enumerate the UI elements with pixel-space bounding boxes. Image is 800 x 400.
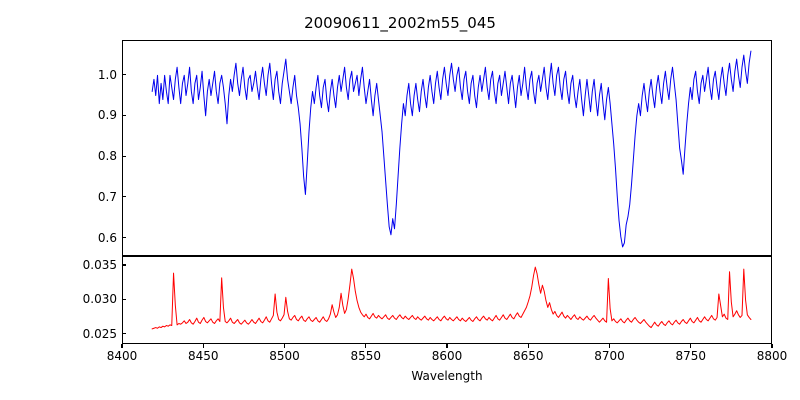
spectrum-polyline xyxy=(152,51,751,247)
tick-mark xyxy=(122,264,126,266)
tick-label: 8600 xyxy=(431,349,463,363)
tick-mark xyxy=(122,196,126,198)
tick-label: 1.0 xyxy=(97,67,117,82)
tick-label: 8750 xyxy=(675,349,707,363)
tick-mark xyxy=(121,344,123,348)
tick-mark xyxy=(202,344,204,348)
tick-label: 0.7 xyxy=(97,189,117,204)
figure-title: 20090611_2002m55_045 xyxy=(304,14,496,32)
x-axis-label: Wavelength xyxy=(411,369,483,383)
tick-label: 8800 xyxy=(756,349,788,363)
tick-mark xyxy=(690,344,692,348)
tick-mark xyxy=(122,74,126,76)
tick-mark xyxy=(283,344,286,348)
tick-mark xyxy=(122,155,126,157)
tick-mark xyxy=(527,344,529,348)
tick-label: 8550 xyxy=(350,349,382,363)
tick-label: 8500 xyxy=(269,349,300,363)
spectrum-line-series xyxy=(123,41,771,255)
tick-label: 0.9 xyxy=(97,108,117,123)
tick-mark xyxy=(771,344,773,348)
tick-label: 0.8 xyxy=(97,149,117,164)
tick-label: 0.025 xyxy=(82,326,117,341)
error-y-axis-ticks: 0.025 0.030 0.035 xyxy=(0,256,126,344)
tick-label: 0.6 xyxy=(97,230,117,245)
tick-label: 8650 xyxy=(512,349,544,363)
tick-label: 8700 xyxy=(594,349,625,363)
tick-label: 8400 xyxy=(106,349,138,363)
tick-label: 8450 xyxy=(187,349,219,363)
tick-mark xyxy=(122,333,126,335)
tick-label: 0.035 xyxy=(82,257,117,272)
tick-mark xyxy=(122,237,126,239)
tick-mark xyxy=(446,344,448,348)
tick-label: 0.030 xyxy=(82,292,117,307)
spectrum-plot-area xyxy=(122,40,772,256)
tick-mark xyxy=(365,344,367,348)
spectrum-y-axis-ticks: 0.6 0.7 0.8 0.9 1.0 xyxy=(0,40,126,256)
error-plot-area xyxy=(122,256,772,344)
error-line-series xyxy=(123,257,771,343)
tick-mark xyxy=(608,344,611,348)
x-axis-ticks: 8400 8450 8500 8550 8600 8650 8700 8750 8800 xyxy=(107,344,787,368)
tick-mark xyxy=(122,298,126,300)
tick-mark xyxy=(122,114,126,116)
error-polyline xyxy=(152,267,751,329)
